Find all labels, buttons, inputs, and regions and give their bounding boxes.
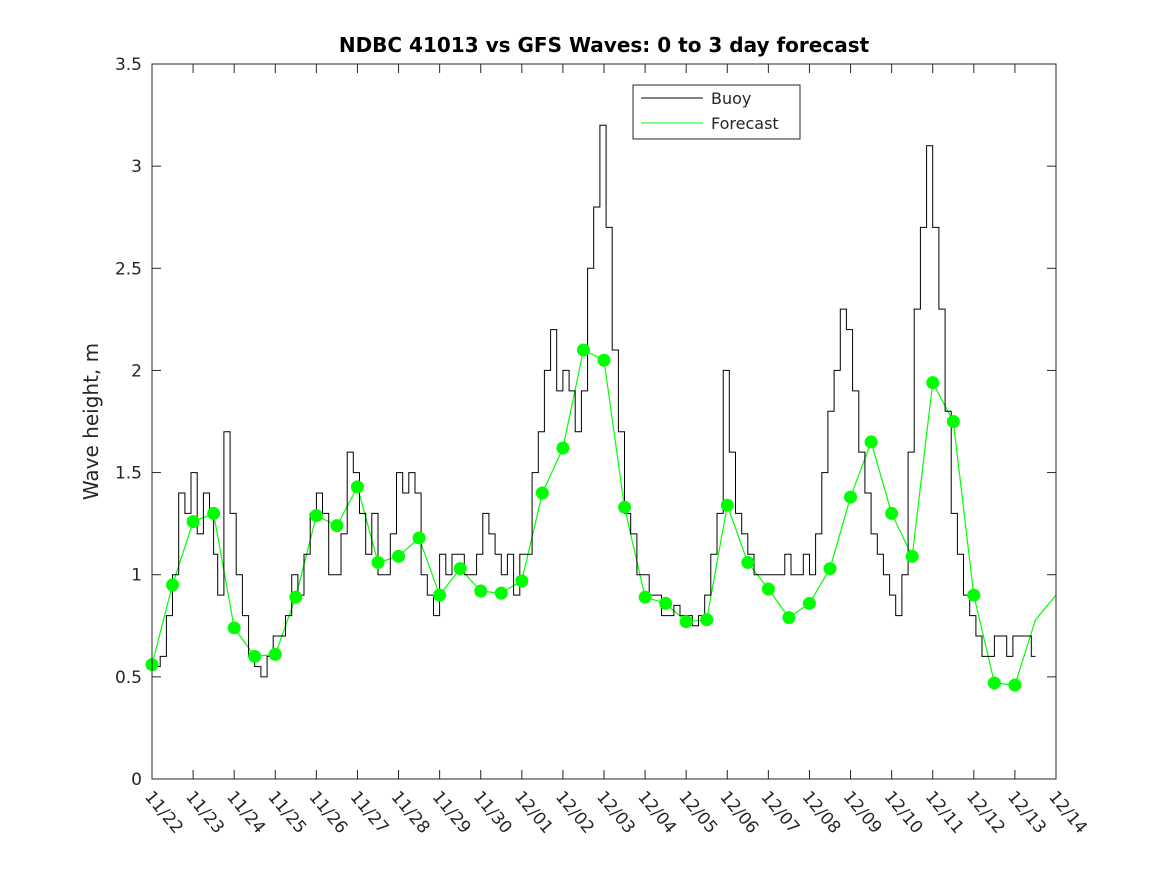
legend-box [632, 84, 801, 140]
y-tick-label: 3 [131, 157, 142, 177]
forecast-point [823, 562, 837, 576]
forecast-point [453, 562, 467, 576]
forecast-point [618, 500, 632, 514]
forecast-point [330, 519, 344, 533]
y-axis-label: Wave height, m [79, 343, 103, 500]
forecast-point [1008, 678, 1022, 692]
forecast-point [597, 353, 611, 367]
forecast-point [248, 649, 262, 663]
forecast-point [987, 676, 1001, 690]
chart-title: NDBC 41013 vs GFS Waves: 0 to 3 day fore… [339, 33, 870, 57]
forecast-point [885, 506, 899, 520]
forecast-point [433, 588, 447, 602]
forecast-point [967, 588, 981, 602]
forecast-point [227, 621, 241, 635]
forecast-point [679, 615, 693, 629]
y-axis-ticks: 0 0.5 1 1.5 2 2.5 3 3.5 [115, 55, 1056, 790]
y-tick-label: 2 [131, 361, 142, 381]
y-tick-label: 3.5 [115, 55, 142, 75]
forecast-point [782, 611, 796, 625]
forecast-point [700, 613, 714, 627]
forecast-point [494, 586, 508, 600]
forecast-point [309, 508, 323, 522]
plot-area [152, 64, 1056, 779]
y-tick-label: 1 [131, 566, 142, 586]
forecast-point [659, 596, 673, 610]
forecast-point [412, 531, 426, 545]
forecast-point [535, 486, 549, 500]
forecast-point [186, 515, 200, 529]
forecast-point [392, 549, 406, 563]
buoy-line [152, 124, 1036, 678]
forecast-point [844, 490, 858, 504]
forecast-point [474, 584, 488, 598]
forecast-point [207, 506, 221, 520]
forecast-point [802, 596, 816, 610]
legend-forecast-label: Forecast [711, 114, 779, 133]
forecast-point [761, 582, 775, 596]
forecast-point [289, 590, 303, 604]
y-tick-label: 0.5 [115, 668, 142, 688]
forecast-point [905, 549, 919, 563]
forecast-point [720, 498, 734, 512]
forecast-point [946, 415, 960, 428]
forecast-point [515, 574, 529, 588]
y-tick-label: 2.5 [115, 259, 142, 279]
forecast-point [576, 343, 590, 357]
forecast-point [166, 578, 180, 592]
forecast-point [926, 376, 940, 390]
legend: Buoy Forecast [632, 84, 801, 140]
y-tick-label: 0 [131, 770, 142, 790]
forecast-point [556, 441, 570, 455]
legend-buoy-label: Buoy [711, 89, 751, 108]
forecast-point [741, 555, 755, 569]
y-tick-label: 1.5 [115, 464, 142, 484]
forecast-point [638, 590, 652, 604]
forecast-point [371, 555, 385, 569]
forecast-point [268, 647, 282, 661]
forecast-point [864, 435, 878, 449]
forecast-point [350, 480, 364, 494]
